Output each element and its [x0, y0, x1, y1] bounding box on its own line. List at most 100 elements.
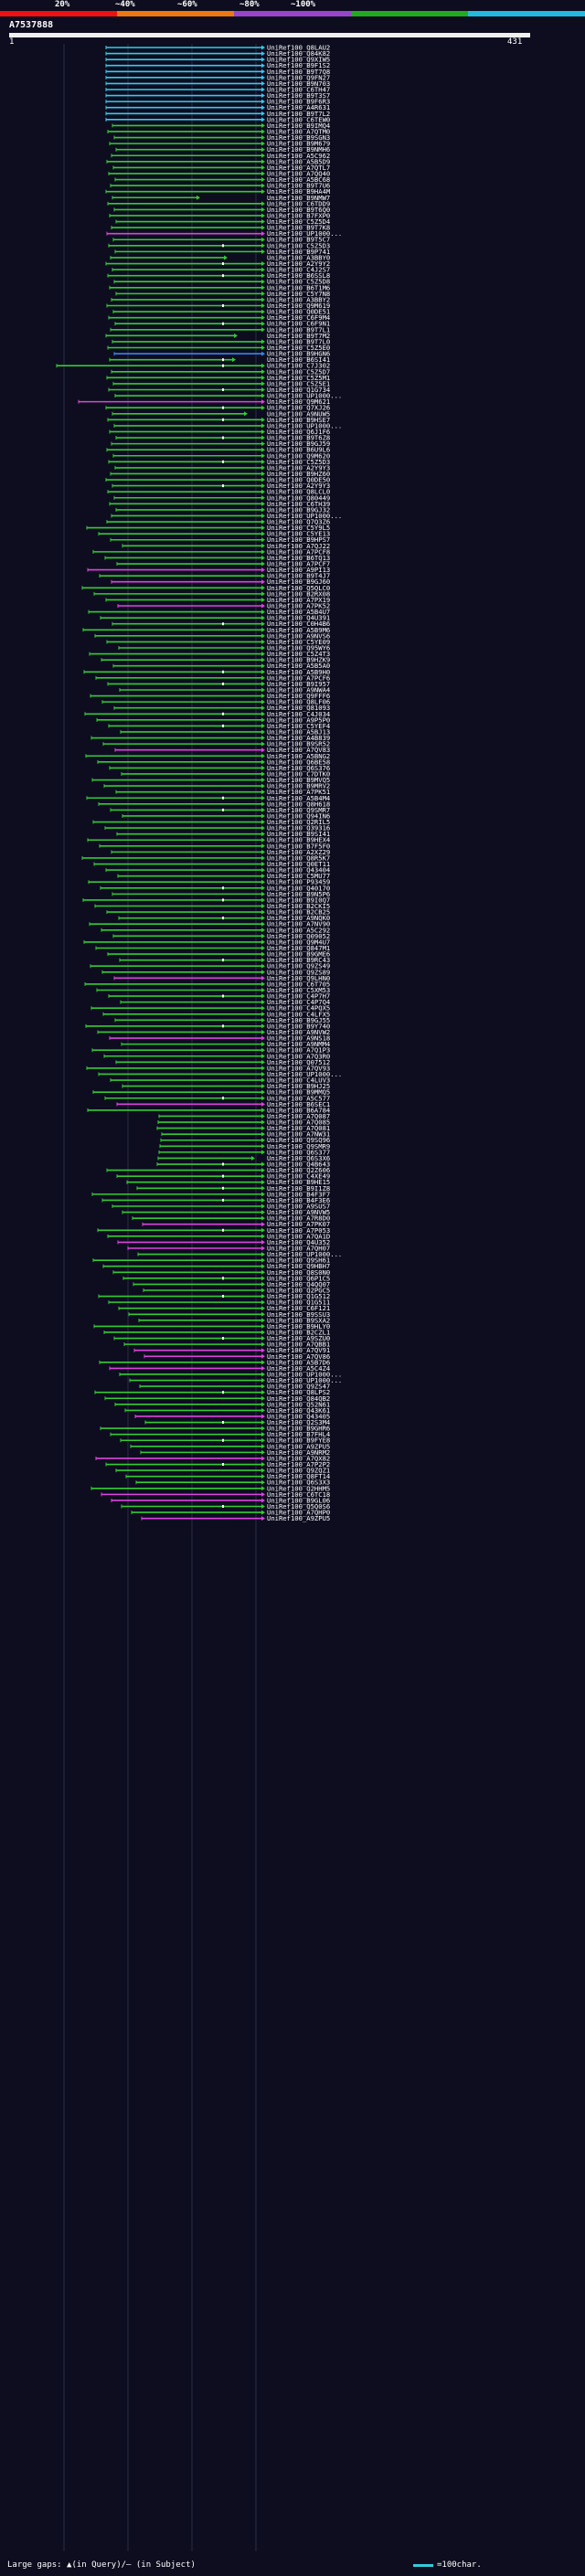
hit-id-label[interactable]: UniRef100_B9F1S2 — [267, 61, 330, 69]
hit-id-label[interactable]: UniRef100_Q9M620 — [267, 451, 330, 460]
hit-id-label[interactable]: UniRef100_A7PCF7 — [267, 560, 330, 568]
hit-id-label[interactable]: UniRef100_Q8LF06 — [267, 698, 330, 706]
hit-id-label[interactable]: UniRef100_A5BJ13 — [267, 727, 330, 736]
hit-id-label[interactable]: UniRef100_B9T4J7 — [267, 572, 330, 580]
hit-id-label[interactable]: UniRef100_A9PI13 — [267, 566, 330, 574]
hit-id-label[interactable]: UniRef100_A9NRM2 — [267, 1448, 330, 1457]
hit-id-label[interactable]: UniRef100_C6TH39 — [267, 500, 330, 508]
hit-id-label[interactable]: UniRef100_B9T7L2 — [267, 110, 330, 118]
hit-id-label[interactable]: UniRef100_B9T5C7 — [267, 236, 330, 244]
hit-id-label[interactable]: UniRef100_A7QTL7 — [267, 164, 330, 172]
hit-id-label[interactable]: UniRef100_UP1000... — [267, 1070, 342, 1078]
hit-id-label[interactable]: UniRef100_B7F5F0 — [267, 842, 330, 850]
hit-id-label[interactable]: UniRef100_B4F3F7 — [267, 1190, 330, 1198]
hit-id-label[interactable]: UniRef100_C4LUV3 — [267, 1076, 330, 1085]
hit-id-label[interactable]: UniRef100_Q8LCL0 — [267, 488, 330, 496]
hit-id-label[interactable]: UniRef100_C4P7Q4 — [267, 998, 330, 1006]
hit-id-label[interactable]: UniRef100_A5C577 — [267, 1094, 330, 1102]
hit-id-label[interactable]: UniRef100_Q8S0N0 — [267, 1268, 330, 1277]
hit-id-label[interactable]: UniRef100_B9I0Q7 — [267, 896, 330, 904]
hit-id-label[interactable]: UniRef100_B2CB25 — [267, 908, 330, 917]
hit-id-label[interactable]: UniRef100_Q9SMR7 — [267, 806, 330, 814]
hit-id-label[interactable]: UniRef100_C5Z5D3 — [267, 458, 330, 466]
hit-id-label[interactable]: UniRef100_A7R8D0 — [267, 1214, 330, 1223]
hit-id-label[interactable]: UniRef100_A7NW31 — [267, 1130, 330, 1139]
hit-id-label[interactable]: UniRef100_A7QH07 — [267, 1245, 330, 1253]
hit-id-label[interactable]: UniRef100_A5B4U7 — [267, 608, 330, 616]
hit-id-label[interactable]: UniRef100_A2Y9Y3 — [267, 482, 330, 490]
hit-id-label[interactable]: UniRef100_A9SZU0 — [267, 1334, 330, 1342]
hit-id-label[interactable]: UniRef100_A5B5A0 — [267, 662, 330, 670]
hit-id-label[interactable]: UniRef100_B9T7L0 — [267, 337, 330, 345]
hit-id-label[interactable]: UniRef100_B9T7M2 — [267, 332, 330, 340]
hit-id-label[interactable]: UniRef100_B9MRV2 — [267, 782, 330, 790]
hit-id-label[interactable]: UniRef100_A7PK52 — [267, 602, 330, 610]
hit-id-label[interactable]: UniRef100_A7QV93 — [267, 1064, 330, 1072]
hit-id-label[interactable]: UniRef100_B6A784 — [267, 1106, 330, 1114]
hit-id-label[interactable]: UniRef100_C4P7H7 — [267, 992, 330, 1001]
hit-id-label[interactable]: UniRef100_C4J034 — [267, 710, 330, 718]
hit-id-label[interactable]: UniRef100_Q43405 — [267, 1412, 330, 1420]
hit-id-label[interactable]: UniRef100_UP1000... — [267, 392, 342, 400]
hit-id-label[interactable]: UniRef100_B9N703 — [267, 80, 330, 88]
hit-id-label[interactable]: UniRef100_Q8FT14 — [267, 1472, 330, 1480]
hit-id-label[interactable]: UniRef100_C5Z4T3 — [267, 650, 330, 658]
hit-id-label[interactable]: UniRef100_Q2Z606 — [267, 1166, 330, 1174]
hit-id-label[interactable]: UniRef100_A4R631 — [267, 103, 330, 111]
hit-id-label[interactable]: UniRef100_Q9SH61 — [267, 1256, 330, 1265]
hit-id-label[interactable]: UniRef100_B9GJ59 — [267, 440, 330, 448]
hit-id-label[interactable]: UniRef100_A9P5P0 — [267, 716, 330, 724]
hit-id-label[interactable]: UniRef100_Q5Q0S6 — [267, 1502, 330, 1511]
hit-id-label[interactable]: UniRef100_B6TQ13 — [267, 554, 330, 562]
hit-id-label[interactable]: UniRef100_Q07512 — [267, 1058, 330, 1066]
hit-id-label[interactable]: UniRef100_A7P053 — [267, 1226, 330, 1235]
hit-id-label[interactable]: UniRef100_B9I1Z8 — [267, 1184, 330, 1193]
hit-id-label[interactable]: UniRef100_B7FXP0 — [267, 211, 330, 219]
hit-id-label[interactable]: UniRef100_A9NS18 — [267, 1034, 330, 1043]
hit-id-label[interactable]: UniRef100_C5YE09 — [267, 638, 330, 646]
hit-id-label[interactable]: UniRef100_A5C292 — [267, 926, 330, 934]
hit-id-label[interactable]: UniRef100_UP1000... — [267, 421, 342, 429]
hit-id-label[interactable]: UniRef100_A5B7D6 — [267, 1358, 330, 1366]
hit-id-label[interactable]: UniRef100_Q0DE51 — [267, 308, 330, 316]
hit-id-label[interactable]: UniRef100_UP1000... — [267, 512, 342, 520]
hit-id-label[interactable]: UniRef100_Q95WY6 — [267, 644, 330, 652]
hit-id-label[interactable]: UniRef100_C5Z5D8 — [267, 278, 330, 286]
hit-id-label[interactable]: UniRef100_A7QJ22 — [267, 542, 330, 550]
hit-id-label[interactable]: UniRef100_B6T1M6 — [267, 283, 330, 292]
hit-id-label[interactable]: UniRef100_Q6S3X3 — [267, 1479, 330, 1487]
hit-id-label[interactable]: UniRef100_A7Q087 — [267, 1112, 330, 1120]
hit-id-label[interactable]: UniRef100_Q9M621 — [267, 398, 330, 406]
hit-id-label[interactable]: UniRef100_A7PK51 — [267, 788, 330, 796]
hit-id-label[interactable]: UniRef100_A7QTM0 — [267, 127, 330, 135]
hit-id-label[interactable]: UniRef100_A7Q3R0 — [267, 1052, 330, 1060]
hit-id-label[interactable]: UniRef100_C6T705 — [267, 980, 330, 988]
hit-id-label[interactable]: UniRef100_A9ZPU5 — [267, 1442, 330, 1450]
hit-id-label[interactable]: UniRef100_Q0ET11 — [267, 860, 330, 868]
hit-id-label[interactable]: UniRef100_A5B9M6 — [267, 626, 330, 634]
hit-id-label[interactable]: UniRef100_A7QHP0 — [267, 1509, 330, 1517]
hit-id-label[interactable]: UniRef100_B9HA4M — [267, 187, 331, 196]
hit-id-label[interactable]: UniRef100_UP1000... — [267, 1370, 342, 1378]
hit-id-label[interactable]: UniRef100_B9P741 — [267, 248, 330, 256]
hit-id-label[interactable]: UniRef100_A5C4Z4 — [267, 1364, 330, 1373]
hit-id-label[interactable]: UniRef100_B9GME6 — [267, 950, 330, 959]
hit-id-label[interactable]: UniRef100_C5Z5M1 — [267, 374, 330, 382]
hit-id-label[interactable]: UniRef100_Q0DE50 — [267, 476, 330, 484]
hit-id-label[interactable]: UniRef100_A2Y9Y2 — [267, 260, 330, 268]
hit-id-label[interactable]: UniRef100_A7QBB1 — [267, 1341, 330, 1349]
hit-id-label[interactable]: UniRef100_A4B839 — [267, 734, 330, 742]
hit-id-label[interactable]: UniRef100_A5BC68 — [267, 175, 330, 184]
hit-id-label[interactable]: UniRef100_Q2PGC5 — [267, 1286, 330, 1294]
hit-id-label[interactable]: UniRef100_B9SXA2 — [267, 1316, 330, 1324]
hit-id-label[interactable]: UniRef100_C5Z5D3 — [267, 241, 330, 249]
hit-id-label[interactable]: UniRef100_Q9XIW5 — [267, 56, 330, 64]
hit-id-label[interactable]: UniRef100_Q4B643 — [267, 1161, 330, 1169]
hit-id-label[interactable]: UniRef100_A7PK07 — [267, 1220, 330, 1228]
hit-id-label[interactable]: UniRef100_C4XE49 — [267, 1172, 330, 1181]
hit-id-label[interactable]: UniRef100_C5Y7N8 — [267, 290, 330, 298]
hit-id-label[interactable]: UniRef100_B9Y740 — [267, 1022, 330, 1030]
hit-id-label[interactable]: UniRef100_Q1G512 — [267, 1292, 330, 1300]
hit-id-label[interactable]: UniRef100_A7QV83 — [267, 746, 330, 754]
hit-id-label[interactable]: UniRef100_B9NMH6 — [267, 145, 330, 154]
